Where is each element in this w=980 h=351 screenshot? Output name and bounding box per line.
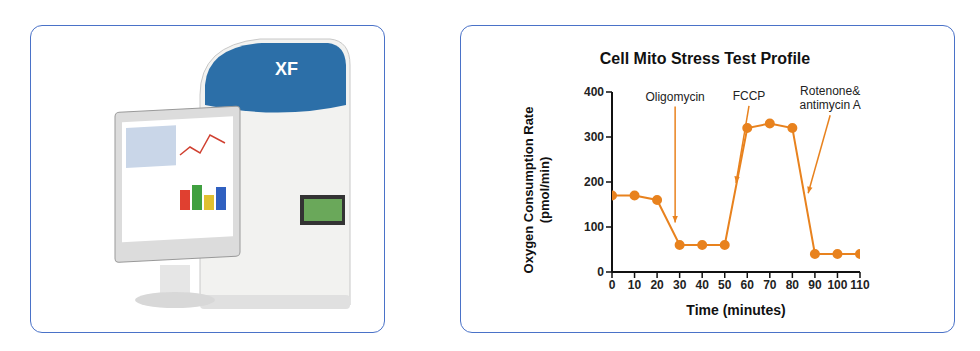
svg-text:100: 100 [584,220,604,234]
svg-text:20: 20 [650,278,664,292]
svg-text:110: 110 [850,278,870,292]
svg-text:XF: XF [275,59,298,79]
html-text:Time (minutes): Time (minutes) [686,302,786,318]
html-text:Cell Mito Stress Test Profile: Cell Mito Stress Test Profile [599,50,811,67]
svg-text:200: 200 [584,175,604,189]
svg-text:FCCP: FCCP [733,89,766,103]
svg-text:30: 30 [673,278,687,292]
svg-text:50: 50 [718,278,732,292]
svg-text:0: 0 [597,265,604,279]
svg-text:Rotenone&antimycin A: Rotenone&antimycin A [799,84,860,112]
svg-text:Oxygen Consumption Rate(pmol/m: Oxygen Consumption Rate(pmol/min) [521,107,552,274]
svg-text:Oligomycin: Oligomycin [645,90,704,104]
svg-text:100: 100 [827,278,847,292]
svg-text:10: 10 [628,278,642,292]
svg-text:60: 60 [741,278,755,292]
svg-text:400: 400 [584,85,604,99]
svg-text:70: 70 [763,278,777,292]
svg-text:90: 90 [808,278,822,292]
svg-text:80: 80 [786,278,800,292]
svg-text:40: 40 [696,278,710,292]
svg-text:300: 300 [584,130,604,144]
svg-text:0: 0 [609,278,616,292]
